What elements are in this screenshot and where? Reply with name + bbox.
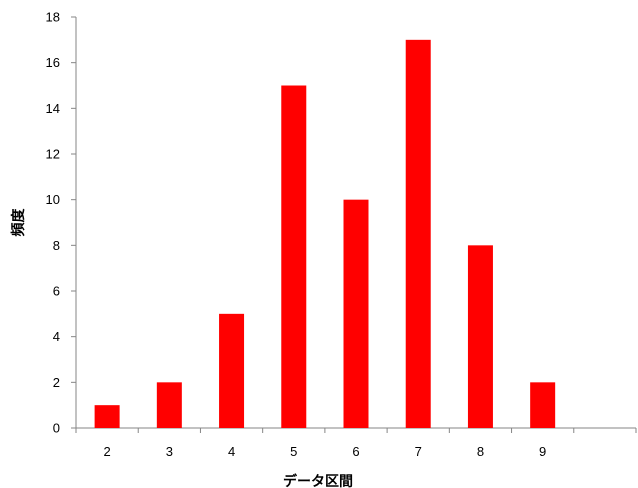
x-tick-label: 9 [539,444,546,459]
y-tick-label: 18 [46,10,60,25]
y-tick-label: 4 [53,329,60,344]
y-axis-ticks: 0 2 4 6 8 10 12 14 16 18 [46,10,76,436]
y-axis-title: 頻度 [10,208,27,237]
y-tick-label: 6 [53,284,60,299]
bar [156,382,182,428]
y-tick-label: 16 [46,55,60,70]
y-tick-label: 10 [46,192,60,207]
x-tick-label: 8 [477,444,484,459]
bar [343,199,369,428]
y-tick-label: 0 [53,421,60,436]
bar [467,245,493,428]
x-tick-label: 3 [166,444,173,459]
bar [219,313,245,428]
bar [94,405,120,428]
bar [281,85,307,428]
bars [94,39,556,428]
y-tick-label: 14 [46,101,60,116]
x-tick-label: 6 [352,444,359,459]
x-tick-label: 4 [228,444,235,459]
y-tick-label: 8 [53,238,60,253]
x-tick-label: 2 [103,444,110,459]
x-tick-label: 5 [290,444,297,459]
x-tick-label: 7 [415,444,422,459]
x-axis-title: データ区間 [283,473,353,488]
x-axis-ticks: 2 3 4 5 6 7 8 9 [75,428,637,459]
bar [530,382,556,428]
y-tick-label: 2 [53,375,60,390]
bar [405,39,431,428]
y-tick-label: 12 [46,147,60,162]
